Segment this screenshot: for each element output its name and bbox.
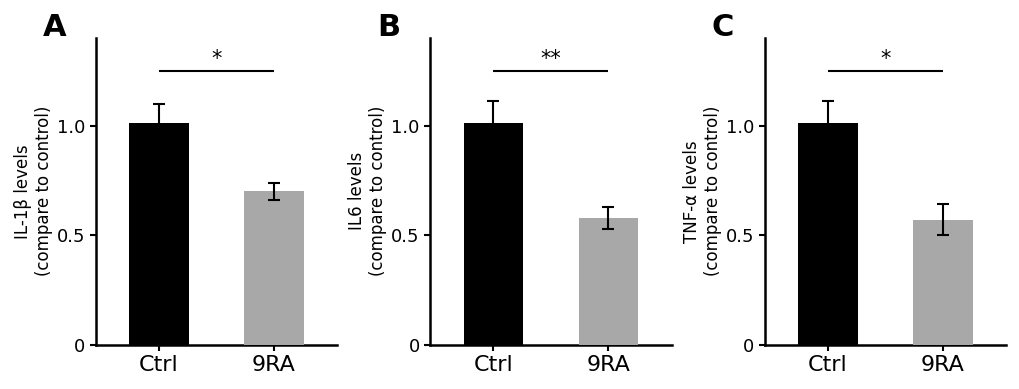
Text: **: ** xyxy=(540,49,560,68)
Text: *: * xyxy=(879,49,890,68)
Bar xyxy=(578,217,638,345)
Bar xyxy=(463,123,523,345)
Text: A: A xyxy=(43,13,66,42)
Y-axis label: IL6 levels
(compare to control): IL6 levels (compare to control) xyxy=(348,106,387,277)
Text: C: C xyxy=(711,13,734,42)
Bar xyxy=(912,220,972,345)
Bar xyxy=(244,191,304,345)
Y-axis label: TNF-α levels
(compare to control): TNF-α levels (compare to control) xyxy=(682,106,720,277)
Bar xyxy=(129,123,189,345)
Bar xyxy=(797,123,857,345)
Y-axis label: IL-1β levels
(compare to control): IL-1β levels (compare to control) xyxy=(14,106,53,277)
Text: B: B xyxy=(377,13,399,42)
Text: *: * xyxy=(211,49,221,68)
